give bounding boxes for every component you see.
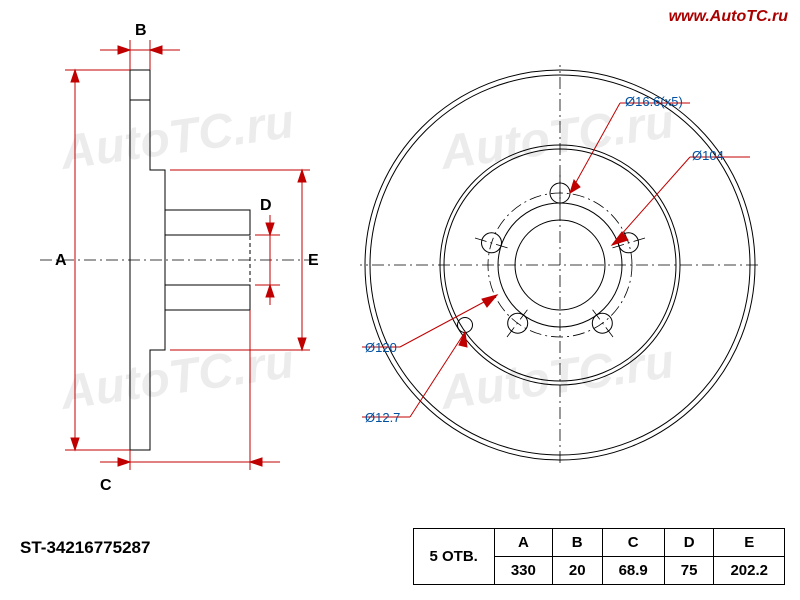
table-value: 75 <box>664 557 714 585</box>
dim-label-e: E <box>308 252 319 269</box>
table-header: D <box>664 529 714 557</box>
table-header: A <box>494 529 552 557</box>
dim-label-d: D <box>260 197 272 214</box>
dim-label-a: A <box>55 252 67 269</box>
table-value: 20 <box>552 557 602 585</box>
table-header: B <box>552 529 602 557</box>
dimension-table: 5 ОТВ. A B C D E 330 20 68.9 75 202.2 <box>413 528 786 585</box>
dim-label-b: B <box>135 22 147 39</box>
holes-label: 5 ОТВ. <box>413 529 494 585</box>
side-view: A B C D <box>0 0 340 520</box>
part-number: ST-34216775287 <box>20 538 150 558</box>
source-url: www.AutoTC.ru <box>669 8 788 26</box>
table-value: 330 <box>494 557 552 585</box>
table-value: 68.9 <box>602 557 664 585</box>
diagram-container: AutoTC.ru AutoTC.ru AutoTC.ru AutoTC.ru … <box>0 0 800 600</box>
table-row: 5 ОТВ. A B C D E <box>413 529 785 557</box>
table-header: C <box>602 529 664 557</box>
front-view <box>360 65 760 465</box>
table-value: 202.2 <box>714 557 785 585</box>
dim-label-c: C <box>100 477 112 494</box>
table-header: E <box>714 529 785 557</box>
